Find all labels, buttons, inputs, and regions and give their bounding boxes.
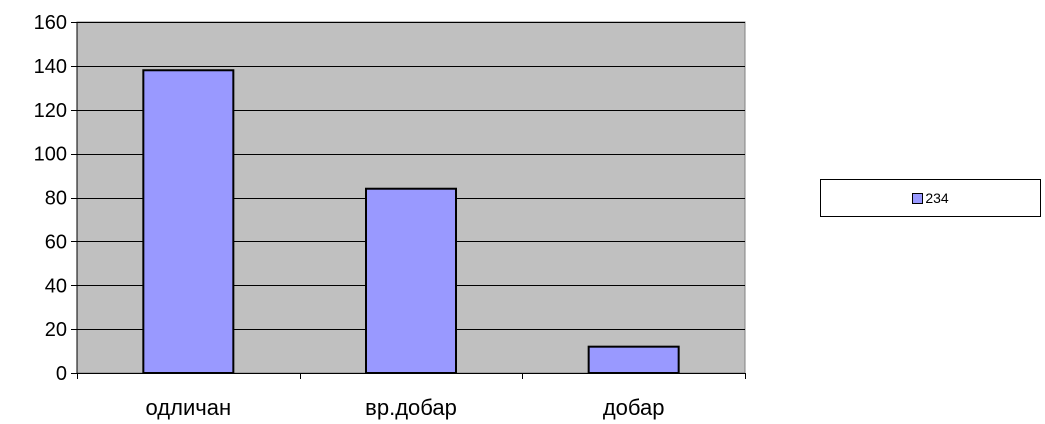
y-tick-labels: 0 20 40 60 80 100 120 140 160: [34, 12, 67, 385]
y-tick-label: 60: [45, 231, 67, 253]
y-tick-label: 100: [34, 144, 67, 166]
bar: [142, 69, 235, 374]
y-tick-label: 0: [56, 363, 67, 385]
legend-swatch: [912, 192, 924, 204]
legend-label: 234: [925, 190, 949, 206]
y-tick-label: 160: [34, 12, 67, 34]
legend: 234: [820, 179, 1041, 217]
x-tick-label: одличан: [146, 395, 232, 420]
y-tick-label: 40: [45, 275, 67, 297]
axes: [71, 22, 746, 379]
bar: [587, 345, 680, 374]
bar: [365, 187, 457, 374]
y-tick-label: 120: [34, 100, 67, 122]
x-tick-label: добар: [603, 395, 665, 420]
x-tick-label: вр.добар: [365, 395, 457, 420]
y-tick-label: 140: [34, 56, 67, 78]
y-tick-label: 80: [45, 188, 67, 210]
bars: [142, 69, 680, 374]
x-tick-labels: одличан вр.добар добар: [146, 395, 665, 420]
y-tick-label: 20: [45, 319, 67, 341]
